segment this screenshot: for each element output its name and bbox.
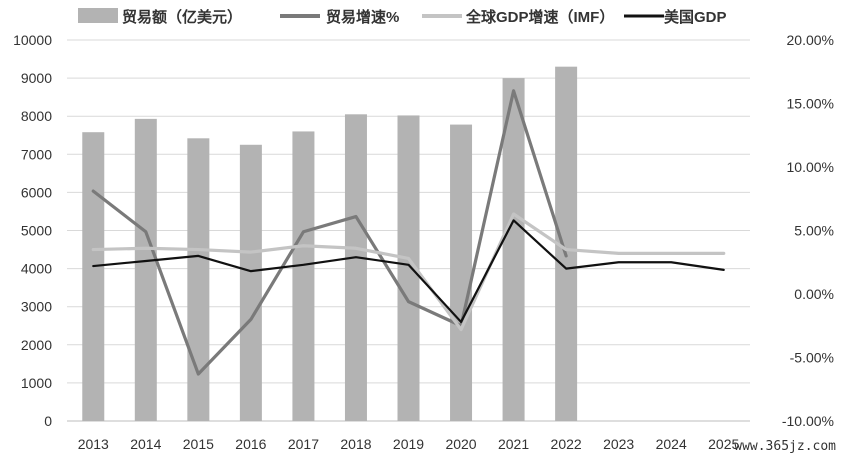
axis-layer: 0 1000 2000 3000 4000 5000 6000 7000 8000 9000 100… — [13, 32, 834, 452]
bar — [397, 115, 420, 422]
x-tick-label: 2016 — [235, 436, 266, 452]
bar — [502, 78, 525, 421]
x-tick-label: 2025 — [708, 436, 739, 452]
bar — [82, 132, 105, 421]
y-tick-label: 2000 — [21, 337, 52, 353]
legend-label: 贸易额（亿美元） — [122, 8, 242, 26]
series-line — [91, 212, 726, 332]
line-layer — [91, 89, 726, 376]
y2-tick-label: 5.00% — [794, 223, 834, 239]
x-tick-label: 2021 — [498, 436, 529, 452]
bar — [555, 66, 578, 422]
y-tick-label: 6000 — [21, 184, 52, 200]
x-tick-label: 2019 — [393, 436, 424, 452]
bar — [134, 118, 157, 421]
x-tick-label: 2013 — [78, 436, 109, 452]
y-tick-label: 1000 — [21, 375, 52, 391]
y2-tick-label: 15.00% — [787, 96, 834, 112]
y-tick-label: 10000 — [13, 32, 52, 48]
bar — [292, 131, 315, 421]
x-tick-label: 2024 — [656, 436, 687, 452]
bar — [450, 124, 473, 421]
legend: 贸易额（亿美元） 贸易增速% 全球GDP增速（IMF） 美国GDP — [78, 8, 727, 26]
legend-label: 美国GDP — [664, 8, 727, 26]
x-tick-label: 2023 — [603, 436, 634, 452]
legend-label: 贸易增速% — [326, 8, 399, 26]
y2-tick-label: 0.00% — [794, 286, 834, 302]
series-line — [92, 219, 725, 324]
y2-tick-label: -10.00% — [782, 413, 834, 429]
y-tick-label: 5000 — [21, 223, 52, 239]
watermark-text: www.365jz.com — [734, 439, 836, 454]
legend-swatch — [78, 8, 118, 23]
bar-layer — [82, 66, 578, 422]
y-tick-label: 3000 — [21, 299, 52, 315]
series-line — [91, 89, 568, 376]
x-tick-label: 2015 — [183, 436, 214, 452]
bar — [239, 144, 262, 421]
x-tick-label: 2017 — [288, 436, 319, 452]
bar — [344, 114, 367, 422]
y2-tick-label: 20.00% — [787, 32, 834, 48]
legend-label: 全球GDP增速（IMF） — [465, 8, 614, 26]
y-tick-label: 7000 — [21, 146, 52, 162]
y-tick-label: 4000 — [21, 261, 52, 277]
x-tick-label: 2020 — [445, 436, 476, 452]
x-tick-label: 2022 — [551, 436, 582, 452]
y2-tick-label: 10.00% — [787, 159, 834, 175]
y-tick-label: 8000 — [21, 108, 52, 124]
x-tick-label: 2018 — [340, 436, 371, 452]
y2-tick-label: -5.00% — [790, 350, 834, 366]
bar — [187, 138, 210, 421]
x-tick-label: 2014 — [130, 436, 161, 452]
y-tick-label: 0 — [44, 413, 52, 429]
y-tick-label: 9000 — [21, 70, 52, 86]
